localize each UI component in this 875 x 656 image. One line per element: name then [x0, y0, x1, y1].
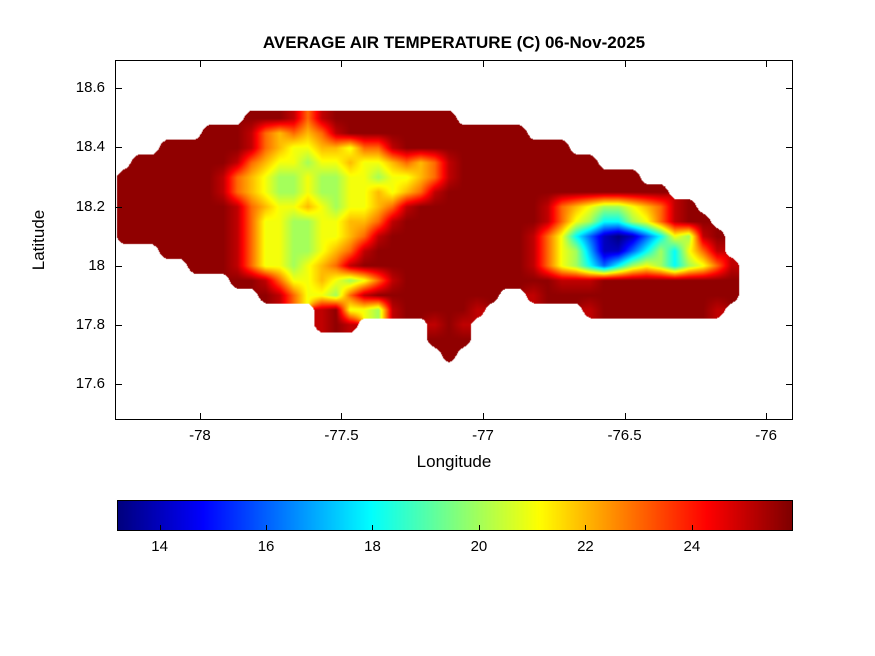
- y-tick-label: 17.8: [75, 316, 105, 334]
- y-tick-mark: [786, 147, 792, 149]
- y-tick-mark: [786, 88, 792, 90]
- colorbar-tick-mark: [585, 525, 587, 530]
- y-tick-mark: [116, 147, 122, 149]
- y-tick-mark: [116, 325, 122, 327]
- x-tick-mark: [624, 413, 626, 419]
- x-tick-mark: [483, 413, 485, 419]
- x-tick-mark: [341, 413, 343, 419]
- x-tick-label: -77: [472, 427, 494, 444]
- y-tick-mark: [786, 265, 792, 267]
- colorbar-tick-mark: [478, 525, 480, 530]
- y-tick-mark: [116, 384, 122, 386]
- x-tick-label: -78: [189, 427, 211, 444]
- colorbar: [117, 500, 793, 531]
- y-tick-mark: [786, 325, 792, 327]
- colorbar-tick-label: 20: [470, 538, 488, 555]
- y-tick-label: 18.4: [75, 138, 105, 156]
- x-tick-mark: [341, 61, 343, 67]
- x-tick-mark: [766, 413, 768, 419]
- plot-area: [115, 60, 793, 420]
- y-tick-mark: [116, 206, 122, 208]
- colorbar-tick-mark: [372, 525, 374, 530]
- y-tick-label: 18.2: [75, 197, 105, 215]
- y-tick-mark: [116, 88, 122, 90]
- colorbar-tick-label: 22: [577, 538, 594, 555]
- x-tick-mark: [483, 61, 485, 67]
- colorbar-tick-label: 18: [364, 538, 381, 555]
- colorbar-tick-label: 14: [151, 538, 168, 555]
- x-tick-mark: [624, 61, 626, 67]
- colorbar-tick-label: 24: [683, 538, 701, 555]
- y-tick-label: 17.6: [75, 375, 105, 393]
- y-tick-label: 18: [88, 256, 105, 274]
- temperature-map-canvas: [116, 61, 792, 419]
- x-tick-label: -76: [755, 427, 777, 444]
- colorbar-tick-mark: [691, 525, 693, 530]
- y-tick-mark: [116, 265, 122, 267]
- x-tick-label: -76.5: [607, 427, 642, 444]
- x-tick-mark: [199, 413, 201, 419]
- colorbar-tick-mark: [159, 525, 161, 530]
- colorbar-tick-mark: [266, 525, 268, 530]
- y-tick-label: 18.6: [75, 79, 105, 97]
- x-tick-mark: [766, 61, 768, 67]
- y-tick-mark: [786, 384, 792, 386]
- x-tick-mark: [199, 61, 201, 67]
- y-tick-mark: [786, 206, 792, 208]
- x-tick-label: -77.5: [324, 427, 359, 444]
- chart-title: AVERAGE AIR TEMPERATURE (C) 06-Nov-2025: [262, 33, 646, 52]
- colorbar-tick-label: 16: [257, 538, 275, 555]
- x-axis-label: Longitude: [416, 452, 492, 471]
- colorbar-canvas: [118, 501, 792, 530]
